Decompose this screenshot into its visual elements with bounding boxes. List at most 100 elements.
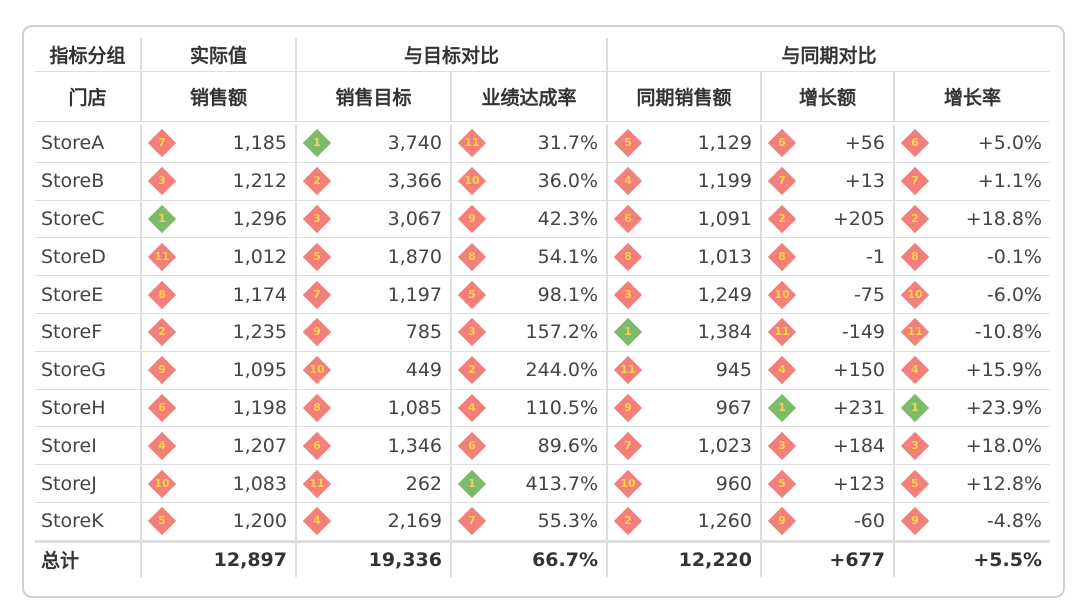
value-cell: 98.1% 5: [450, 276, 606, 314]
value-cell: 1,012 11: [140, 238, 295, 277]
cell-text: +5.0%: [977, 132, 1042, 155]
value-cell: +231 1: [760, 389, 893, 428]
value-cell: 110.5% 4: [450, 389, 606, 428]
value-cell: 3,067 3: [295, 200, 450, 239]
rank-label: 3: [624, 287, 632, 301]
cell-text: 36.0%: [537, 170, 598, 193]
rank-label: 3: [911, 438, 919, 452]
cell-text: StoreA: [41, 132, 105, 155]
value-cell: 960 10: [606, 465, 760, 503]
cell-text: 1,384: [697, 321, 752, 344]
rank-label: 10: [309, 363, 325, 377]
rank-label: 5: [778, 476, 786, 490]
rank-label: 9: [911, 514, 919, 528]
rank-label: 9: [158, 363, 166, 377]
cell-text: +18.0%: [965, 434, 1042, 457]
value-cell: 1,199 4: [606, 162, 760, 201]
cell-text: 31.7%: [537, 132, 598, 155]
rank-label: 8: [911, 249, 919, 263]
value-cell: +123 5: [760, 465, 893, 503]
cell-text: +56: [844, 132, 885, 155]
cell-text: 1,013: [697, 245, 752, 268]
column-header: 增长额: [760, 72, 893, 122]
rank-label: 2: [313, 174, 321, 188]
cell-text: +123: [832, 472, 885, 495]
cell-text: -4.8%: [986, 510, 1042, 533]
rank-label: 11: [774, 325, 790, 339]
cell-text: 1,235: [232, 321, 287, 344]
rank-label: 1: [911, 400, 919, 414]
rank-label: 6: [158, 400, 166, 414]
rank-label: 3: [158, 174, 166, 188]
value-cell: 1,023 7: [606, 427, 760, 466]
cell-text: StoreI: [41, 434, 97, 457]
value-cell: -0.1% 8: [893, 238, 1050, 277]
rank-label: 4: [911, 363, 919, 377]
cell-text: -10.8%: [974, 321, 1042, 344]
rank-label: 7: [468, 514, 476, 528]
rank-label: 4: [468, 400, 476, 414]
rank-label: 10: [774, 287, 790, 301]
value-cell: 1,083 10: [140, 465, 295, 503]
cell-text: 1,870: [387, 245, 442, 268]
value-cell: 1,174 8: [140, 276, 295, 314]
cell-text: 1,091: [697, 207, 752, 230]
rank-label: 2: [624, 514, 632, 528]
cell-text: -60: [853, 510, 885, 533]
column-header: 销售目标: [295, 72, 450, 122]
rank-label: 8: [468, 249, 476, 263]
cell-text: 1,083: [232, 472, 287, 495]
rank-label: 7: [158, 136, 166, 150]
cell-text: 同期销售额: [636, 87, 732, 109]
cell-text: -6.0%: [986, 283, 1042, 306]
cell-text: 1,085: [387, 396, 442, 419]
rank-label: 6: [313, 438, 321, 452]
store-name: StoreI: [35, 427, 140, 466]
rank-label: 5: [313, 249, 321, 263]
cell-text: -0.1%: [986, 245, 1042, 268]
value-cell: +13 7: [760, 162, 893, 201]
rank-label: 11: [620, 363, 636, 377]
value-cell: +150 4: [760, 351, 893, 390]
rank-label: 8: [624, 249, 632, 263]
cell-text: 449: [405, 359, 442, 382]
total-cell: 12,220: [606, 540, 760, 577]
cell-text: 413.7%: [525, 472, 598, 495]
cell-text: 262: [405, 472, 442, 495]
rank-label: 6: [911, 136, 919, 150]
cell-text: StoreB: [41, 170, 105, 193]
value-cell: +18.8% 2: [893, 200, 1050, 239]
rank-label: 6: [624, 211, 632, 225]
value-cell: 1,870 5: [295, 238, 450, 277]
cell-text: 1,185: [232, 132, 287, 155]
cell-text: StoreJ: [41, 472, 97, 495]
cell-text: 1,023: [697, 434, 752, 457]
rank-label: 2: [911, 211, 919, 225]
value-cell: 42.3% 9: [450, 200, 606, 239]
cell-text: StoreC: [41, 207, 105, 230]
column-header: 业绩达成率: [450, 72, 606, 122]
value-cell: 785 9: [295, 314, 450, 352]
value-cell: 55.3% 7: [450, 503, 606, 541]
cell-text: 157.2%: [525, 321, 598, 344]
cell-text: 1,212: [232, 170, 287, 193]
cell-text: 89.6%: [537, 434, 598, 457]
value-cell: 1,013 8: [606, 238, 760, 277]
value-cell: 244.0% 2: [450, 351, 606, 390]
cell-text: 1,129: [697, 132, 752, 155]
rank-label: 4: [624, 174, 632, 188]
value-cell: 967 9: [606, 389, 760, 428]
total-cell: +5.5%: [893, 540, 1050, 577]
value-cell: 89.6% 6: [450, 427, 606, 466]
rank-label: 7: [911, 174, 919, 188]
cell-text: +150: [832, 359, 885, 382]
cell-text: 42.3%: [537, 207, 598, 230]
value-cell: -149 11: [760, 314, 893, 352]
cell-text: StoreF: [41, 321, 103, 344]
value-cell: +18.0% 3: [893, 427, 1050, 466]
column-header: 门店: [35, 72, 140, 122]
cell-text: 3,067: [387, 207, 442, 230]
rank-label: 11: [154, 249, 170, 263]
value-cell: 36.0% 10: [450, 162, 606, 201]
